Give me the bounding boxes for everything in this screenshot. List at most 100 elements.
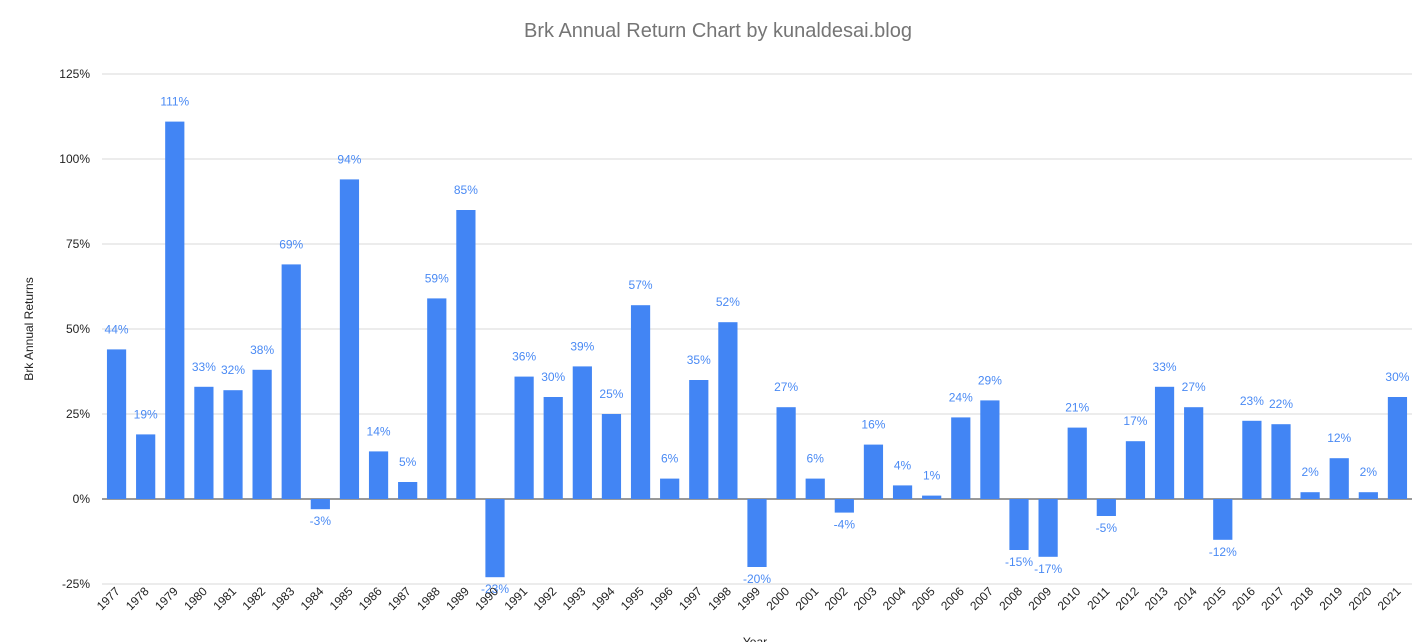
- bar-2016: [1242, 420, 1262, 499]
- x-tick-label: 1979: [152, 584, 181, 613]
- bar-2007: [980, 400, 1000, 499]
- x-tick-label: 2005: [909, 584, 938, 613]
- x-tick-label: 1995: [618, 584, 647, 613]
- x-axis-title: Year: [743, 635, 767, 642]
- bar-2006: [951, 417, 971, 499]
- bar-1989: [456, 210, 476, 499]
- data-label: 29%: [978, 373, 1002, 387]
- x-tick-label: 1993: [560, 584, 589, 613]
- y-axis-title: Brk Annual Returns: [22, 277, 36, 380]
- x-tick-label: 2003: [851, 584, 880, 613]
- x-tick-label: 1996: [647, 584, 676, 613]
- data-label: 25%: [599, 387, 623, 401]
- data-label: -12%: [1209, 545, 1237, 559]
- bar-2019: [1329, 458, 1349, 499]
- x-tick-label: 2016: [1229, 584, 1258, 613]
- data-label: 6%: [661, 452, 679, 466]
- x-tick-label: 1989: [443, 584, 472, 613]
- x-tick-label: 1982: [239, 584, 268, 613]
- bar-1977: [106, 349, 127, 499]
- bar-2000: [776, 407, 796, 499]
- data-label: 17%: [1123, 414, 1147, 428]
- x-tick-label: 2013: [1142, 584, 1171, 613]
- data-label: 22%: [1269, 397, 1293, 411]
- x-tick-label: 1985: [327, 584, 356, 613]
- data-label: -3%: [310, 514, 332, 528]
- data-label: 30%: [1385, 370, 1409, 384]
- x-tick-label: 2004: [880, 584, 909, 613]
- x-tick-label: 2000: [763, 584, 792, 613]
- data-label: -17%: [1034, 562, 1062, 576]
- x-tick-label: 1998: [705, 584, 734, 613]
- y-tick-label: 50%: [66, 322, 90, 336]
- x-tick-label: 1984: [298, 584, 327, 613]
- data-label: 32%: [221, 363, 245, 377]
- bar-1997: [689, 380, 709, 499]
- data-label: 2%: [1301, 465, 1319, 479]
- x-tick-label: 1977: [94, 584, 123, 613]
- x-tick-label: 2020: [1346, 584, 1375, 613]
- x-tick-label: 2002: [822, 584, 851, 613]
- bar-1980: [194, 386, 214, 499]
- data-label: 33%: [192, 360, 216, 374]
- y-tick-label: 75%: [66, 237, 90, 251]
- data-label: 4%: [894, 458, 912, 472]
- data-label: 38%: [250, 343, 274, 357]
- data-label: 57%: [629, 278, 653, 292]
- bar-1978: [136, 434, 156, 499]
- data-label: 23%: [1240, 394, 1264, 408]
- data-label: 21%: [1065, 401, 1089, 415]
- x-tick-label: 1986: [356, 584, 385, 613]
- bar-1987: [398, 482, 418, 499]
- data-label: 14%: [367, 424, 391, 438]
- bar-1996: [660, 478, 680, 499]
- x-tick-label: 1981: [210, 584, 239, 613]
- chart-title: Brk Annual Return Chart by kunaldesai.bl…: [523, 20, 912, 42]
- x-tick-label: 2001: [793, 584, 822, 613]
- x-tick-label: 2021: [1375, 584, 1404, 613]
- x-tick-label: 1994: [589, 584, 618, 613]
- data-label: 5%: [399, 455, 417, 469]
- bar-2001: [805, 478, 825, 499]
- bar-2011: [1096, 499, 1116, 516]
- x-tick-label: 1980: [181, 584, 210, 613]
- data-label: 39%: [570, 339, 594, 353]
- x-tick-label: 1983: [269, 584, 298, 613]
- bar-2018: [1300, 492, 1320, 499]
- bar-1999: [747, 499, 767, 567]
- bar-2010: [1067, 427, 1087, 499]
- bar-1995: [630, 305, 651, 499]
- x-tick-label: 1987: [385, 584, 414, 613]
- data-label: 52%: [716, 295, 740, 309]
- bar-2014: [1184, 407, 1204, 499]
- bar-1982: [252, 369, 272, 499]
- bar-2009: [1038, 499, 1058, 557]
- bar-1985: [339, 179, 360, 499]
- x-tick-label: 1992: [531, 584, 560, 613]
- x-tick-label: 2010: [1055, 584, 1084, 613]
- y-tick-label: 0%: [73, 492, 91, 506]
- data-label: 12%: [1327, 431, 1351, 445]
- bar-1988: [427, 298, 447, 499]
- x-tick-label: 2015: [1200, 584, 1229, 613]
- data-label: 94%: [337, 152, 361, 166]
- bar-1998: [718, 322, 738, 499]
- x-tick-label: 2011: [1084, 584, 1112, 612]
- bar-2003: [863, 444, 884, 499]
- bar-1994: [601, 414, 622, 499]
- data-label: 27%: [774, 380, 798, 394]
- bar-1986: [368, 451, 389, 499]
- data-label: 111%: [160, 95, 189, 109]
- data-label: 27%: [1182, 380, 1206, 394]
- bar-1993: [572, 366, 592, 499]
- data-label: 19%: [134, 407, 158, 421]
- x-tick-label: 2019: [1317, 584, 1346, 613]
- y-tick-label: 25%: [66, 407, 90, 421]
- data-label: 36%: [512, 350, 536, 364]
- data-label: 30%: [541, 370, 565, 384]
- x-tick-label: 2017: [1258, 584, 1287, 613]
- x-tick-label: 1988: [414, 584, 443, 613]
- x-tick-label: 2007: [967, 584, 996, 613]
- bar-1992: [543, 397, 563, 499]
